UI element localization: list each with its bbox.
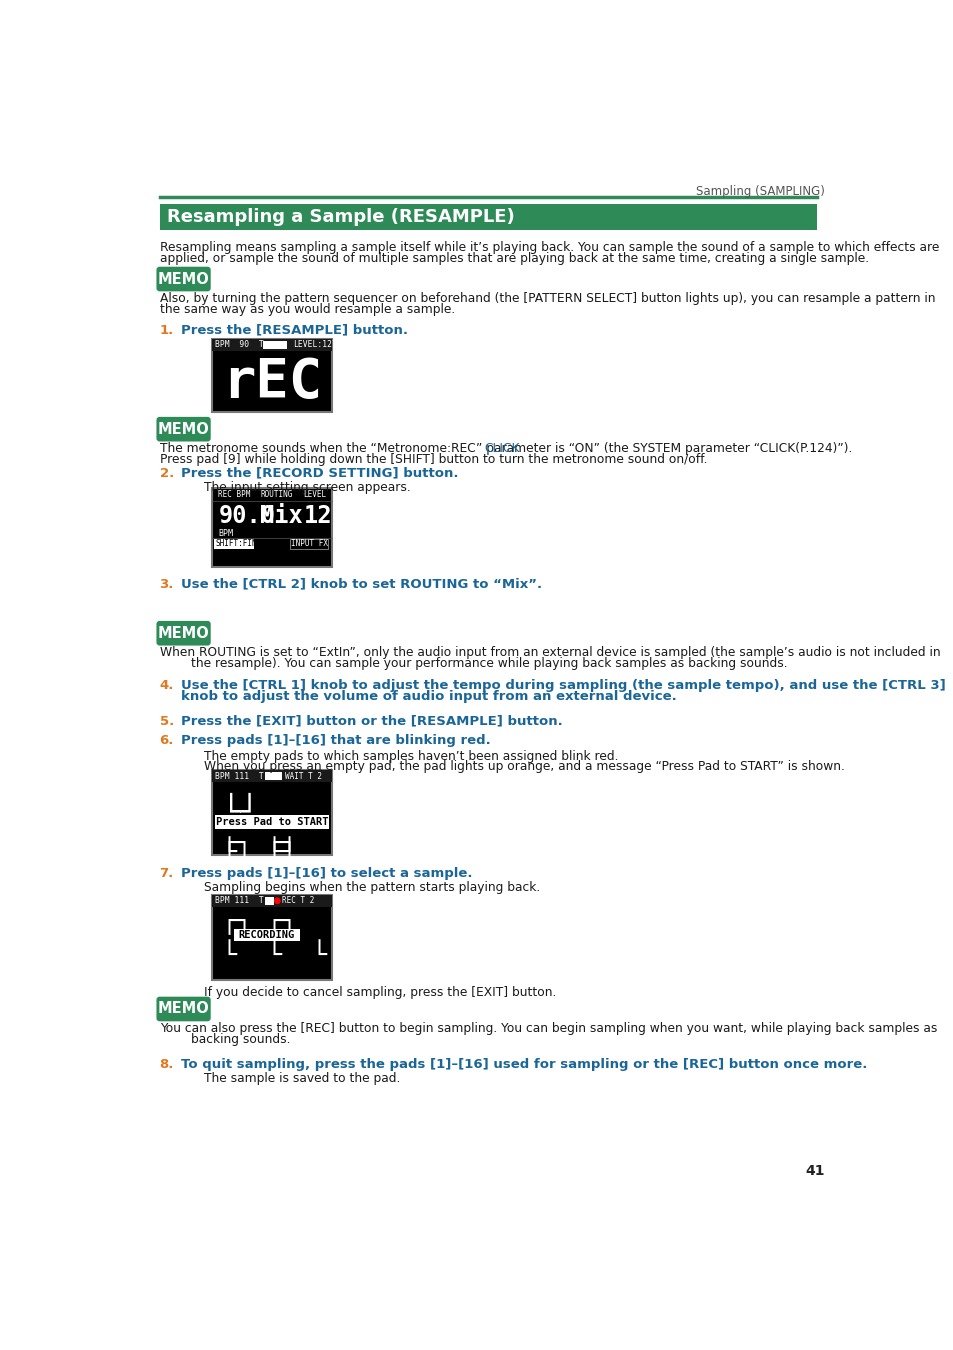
Text: 127: 127 <box>303 504 346 528</box>
Text: The input setting screen appears.: The input setting screen appears. <box>204 481 411 494</box>
Text: └  └  └: └ └ └ <box>221 944 326 968</box>
Text: Sampling (SAMPLING): Sampling (SAMPLING) <box>695 185 823 198</box>
FancyBboxPatch shape <box>156 996 211 1022</box>
Bar <box>212 895 332 907</box>
Text: ┌┐ ┌┐: ┌┐ ┌┐ <box>221 832 296 856</box>
Text: 1.: 1. <box>159 324 173 336</box>
Text: Sampling begins when the pattern starts playing back.: Sampling begins when the pattern starts … <box>204 882 540 894</box>
Bar <box>159 204 816 230</box>
Text: REC T 2: REC T 2 <box>282 896 314 906</box>
Text: BPM: BPM <box>218 528 233 537</box>
Text: If you decide to cancel sampling, press the [EXIT] button.: If you decide to cancel sampling, press … <box>204 986 557 999</box>
Text: The sample is saved to the pad.: The sample is saved to the pad. <box>204 1072 400 1085</box>
Bar <box>212 339 332 351</box>
Text: When you press an empty pad, the pad lights up orange, and a message “Press Pad : When you press an empty pad, the pad lig… <box>204 760 844 774</box>
Text: Press pad [9] while holding down the [SHIFT] button to turn the metronome sound : Press pad [9] while holding down the [SH… <box>159 454 706 466</box>
Bar <box>212 771 332 782</box>
Text: └  └┘: └ └┘ <box>221 841 296 865</box>
Text: You can also press the [REC] button to begin sampling. You can begin sampling wh: You can also press the [REC] button to b… <box>159 1022 936 1035</box>
Text: RECORDING: RECORDING <box>238 930 294 940</box>
Text: Use the [CTRL 1] knob to adjust the tempo during sampling (the sample tempo), an: Use the [CTRL 1] knob to adjust the temp… <box>181 679 945 693</box>
Bar <box>215 815 329 829</box>
Text: The metronome sounds when the “Metronome:REC” parameter is “ON” (the SYSTEM para: The metronome sounds when the “Metronome… <box>159 443 851 455</box>
Circle shape <box>274 898 280 903</box>
Text: └┘: └┘ <box>221 798 258 828</box>
Text: To quit sampling, press the pads [1]–[16] used for sampling or the [REC] button : To quit sampling, press the pads [1]–[16… <box>181 1058 866 1072</box>
Text: ROUTING: ROUTING <box>260 490 293 500</box>
Bar <box>213 539 253 548</box>
Text: 8.: 8. <box>159 1058 173 1072</box>
Text: Resampling a Sample (RESAMPLE): Resampling a Sample (RESAMPLE) <box>167 208 515 225</box>
Bar <box>212 895 332 980</box>
Text: Resampling means sampling a sample itself while it’s playing back. You can sampl: Resampling means sampling a sample itsel… <box>159 242 938 254</box>
Text: 41: 41 <box>804 1165 823 1179</box>
Bar <box>212 339 332 412</box>
Text: 4.: 4. <box>159 679 173 693</box>
Text: CLICK: CLICK <box>484 443 519 455</box>
Text: BPM  90  T:: BPM 90 T: <box>215 340 269 350</box>
Bar <box>233 929 299 941</box>
Text: When ROUTING is set to “ExtIn”, only the audio input from an external device is : When ROUTING is set to “ExtIn”, only the… <box>159 647 940 659</box>
Text: 90.0: 90.0 <box>218 504 275 528</box>
Text: MEMO: MEMO <box>157 421 210 436</box>
Bar <box>212 771 332 855</box>
Bar <box>262 340 287 350</box>
Text: Press pads [1]–[16] to select a sample.: Press pads [1]–[16] to select a sample. <box>181 867 473 880</box>
Text: LEVEL:127: LEVEL:127 <box>293 340 336 350</box>
Text: knob to adjust the volume of audio input from an external device.: knob to adjust the volume of audio input… <box>181 690 677 703</box>
Text: Press pads [1]–[16] that are blinking red.: Press pads [1]–[16] that are blinking re… <box>181 734 491 747</box>
Text: REC BPM: REC BPM <box>218 490 251 500</box>
Text: backing sounds.: backing sounds. <box>159 1033 290 1046</box>
Text: 2.: 2. <box>159 467 173 479</box>
Text: rEC: rEC <box>222 356 322 409</box>
Text: ┌┐ ┌┐: ┌┐ ┌┐ <box>221 910 296 934</box>
Text: BPM 111  T:: BPM 111 T: <box>215 772 269 780</box>
Text: the same way as you would resample a sample.: the same way as you would resample a sam… <box>159 302 455 316</box>
Bar <box>212 489 332 567</box>
Bar <box>265 772 282 780</box>
Text: the resample). You can sample your performance while playing back samples as bac: the resample). You can sample your perfo… <box>159 657 786 670</box>
FancyBboxPatch shape <box>156 621 211 645</box>
Bar <box>265 896 274 905</box>
Text: Press the [EXIT] button or the [RESAMPLE] button.: Press the [EXIT] button or the [RESAMPLE… <box>181 716 562 728</box>
Text: The empty pads to which samples haven’t been assigned blink red.: The empty pads to which samples haven’t … <box>204 749 618 763</box>
Text: Press the [RECORD SETTING] button.: Press the [RECORD SETTING] button. <box>181 467 458 479</box>
Text: INPUT FX: INPUT FX <box>291 540 327 548</box>
Text: SHIFT:FINE: SHIFT:FINE <box>215 540 261 548</box>
Text: Also, by turning the pattern sequencer on beforehand (the [PATTERN SELECT] butto: Also, by turning the pattern sequencer o… <box>159 292 934 305</box>
Text: BPM 111  T:: BPM 111 T: <box>215 896 269 906</box>
Bar <box>290 539 328 548</box>
Text: WAIT T 2: WAIT T 2 <box>285 772 322 780</box>
Text: 3.: 3. <box>159 578 173 591</box>
Text: Use the [CTRL 2] knob to set ROUTING to “Mix”.: Use the [CTRL 2] knob to set ROUTING to … <box>181 578 542 591</box>
Text: 6.: 6. <box>159 734 173 747</box>
Text: 5.: 5. <box>159 716 173 728</box>
Text: Mix: Mix <box>260 504 303 528</box>
FancyBboxPatch shape <box>156 267 211 292</box>
Text: applied, or sample the sound of multiple samples that are playing back at the sa: applied, or sample the sound of multiple… <box>159 252 868 265</box>
Text: Press the [RESAMPLE] button.: Press the [RESAMPLE] button. <box>181 324 408 336</box>
Text: MEMO: MEMO <box>157 271 210 286</box>
Text: 7.: 7. <box>159 867 173 880</box>
Text: MEMO: MEMO <box>157 626 210 641</box>
Text: LEVEL: LEVEL <box>303 490 327 500</box>
Text: MEMO: MEMO <box>157 1002 210 1017</box>
Text: Press Pad to START: Press Pad to START <box>215 817 328 828</box>
FancyBboxPatch shape <box>156 417 211 441</box>
